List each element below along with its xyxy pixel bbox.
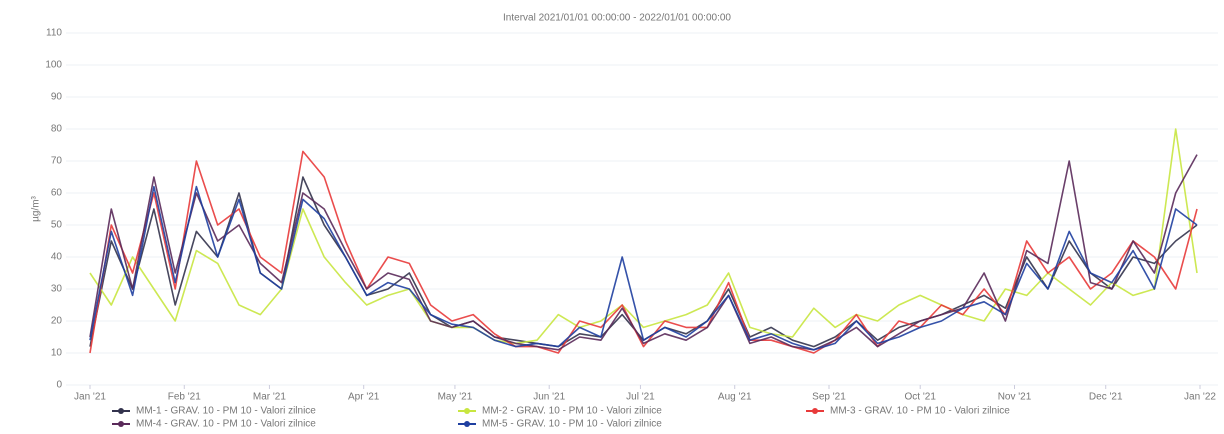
legend-marker xyxy=(812,408,818,414)
chart-title: Interval 2021/01/01 00:00:00 - 2022/01/0… xyxy=(503,13,731,24)
legend-label: MM-2 - GRAV. 10 - PM 10 - Valori zilnice xyxy=(482,406,662,417)
y-tick-label: 70 xyxy=(51,156,63,167)
y-tick-label: 0 xyxy=(56,380,62,391)
y-tick-label: 60 xyxy=(51,188,63,199)
legend-marker xyxy=(118,408,124,414)
x-tick-label: Sep '21 xyxy=(812,392,846,403)
x-tick-label: Dec '21 xyxy=(1089,392,1123,403)
x-tick-label: Nov '21 xyxy=(998,392,1032,403)
x-tick-label: Feb '21 xyxy=(168,392,201,403)
y-tick-label: 20 xyxy=(51,316,63,327)
y-tick-label: 100 xyxy=(45,60,62,71)
x-tick-label: Oct '21 xyxy=(905,392,937,403)
x-tick-label: May '21 xyxy=(438,392,473,403)
legend-label: MM-5 - GRAV. 10 - PM 10 - Valori zilnice xyxy=(482,419,662,429)
x-tick-label: Jan '21 xyxy=(74,392,106,403)
legend-marker xyxy=(464,421,470,427)
series-line xyxy=(89,185,1198,351)
y-tick-label: 30 xyxy=(51,284,63,295)
legend-label: MM-3 - GRAV. 10 - PM 10 - Valori zilnice xyxy=(830,406,1010,417)
y-tick-label: 90 xyxy=(51,92,63,103)
series-line xyxy=(89,150,1198,354)
y-tick-label: 40 xyxy=(51,252,63,263)
y-tick-label: 10 xyxy=(51,348,63,359)
legend-label: MM-4 - GRAV. 10 - PM 10 - Valori zilnice xyxy=(136,419,316,429)
y-tick-label: 110 xyxy=(46,28,62,39)
legend-marker xyxy=(118,421,124,427)
x-tick-label: Jan '22 xyxy=(1184,392,1216,403)
legend-label: MM-1 - GRAV. 10 - PM 10 - Valori zilnice xyxy=(136,406,316,417)
y-tick-label: 50 xyxy=(51,220,63,231)
legend-marker xyxy=(464,408,470,414)
x-tick-label: Aug '21 xyxy=(718,392,752,403)
y-tick-label: 80 xyxy=(51,124,63,135)
x-tick-label: Mar '21 xyxy=(253,392,286,403)
y-axis-label: µg/m³ xyxy=(31,195,42,221)
x-tick-label: Jul '21 xyxy=(626,392,655,403)
x-tick-label: Apr '21 xyxy=(348,392,380,403)
x-tick-label: Jun '21 xyxy=(533,392,565,403)
